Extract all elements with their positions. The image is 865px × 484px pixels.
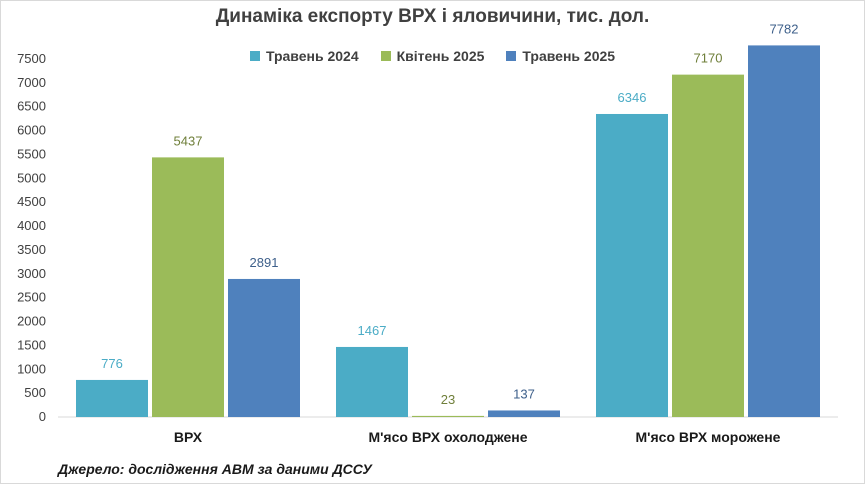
legend-label-april-2025: Квітень 2025 (396, 48, 485, 64)
y-tick-label: 1500 (17, 337, 46, 352)
legend-swatch-may-2025 (506, 51, 517, 61)
legend-item-may-2024: Травень 2024 (249, 48, 359, 64)
data-label: 7170 (694, 51, 723, 66)
legend-label-may-2024: Травень 2024 (265, 48, 359, 64)
chart-legend: Травень 2024 Квітень 2025 Травень 2025 (0, 48, 865, 64)
data-label: 7782 (770, 21, 799, 36)
bar (76, 379, 148, 417)
y-tick-label: 3000 (17, 266, 46, 281)
y-tick-label: 2000 (17, 314, 46, 329)
data-label: 5437 (174, 133, 203, 148)
legend-swatch-april-2025 (380, 51, 391, 61)
y-tick-label: 7000 (17, 75, 46, 90)
y-tick-label: 4500 (17, 194, 46, 209)
data-label: 1467 (358, 323, 387, 338)
y-tick-label: 2500 (17, 290, 46, 305)
data-label: 776 (101, 356, 123, 371)
source-note: Джерело: дослідження АВМ за даними ДССУ (58, 461, 372, 477)
bar (488, 410, 560, 417)
bar (672, 74, 744, 417)
y-tick-label: 4000 (17, 218, 46, 233)
bar (228, 278, 300, 417)
y-tick-label: 500 (24, 385, 46, 400)
y-tick-label: 5500 (17, 146, 46, 161)
bar (748, 45, 820, 418)
data-label: 23 (441, 392, 455, 407)
y-tick-label: 0 (39, 409, 46, 424)
y-tick-label: 3500 (17, 242, 46, 257)
bar (596, 113, 668, 417)
bar (152, 157, 224, 418)
bar (412, 415, 484, 417)
legend-label-may-2025: Травень 2025 (522, 48, 616, 64)
data-label: 2891 (250, 255, 279, 270)
x-tick-label: М'ясо ВРХ охолоджене (368, 429, 527, 445)
data-label: 137 (513, 386, 535, 401)
legend-item-april-2025: Квітень 2025 (380, 48, 485, 64)
x-tick-label: ВРХ (174, 429, 203, 445)
data-label: 6346 (618, 90, 647, 105)
y-tick-label: 7500 (17, 51, 46, 66)
y-tick-label: 1000 (17, 361, 46, 376)
legend-swatch-may-2024 (249, 51, 260, 61)
y-tick-label: 6500 (17, 99, 46, 114)
y-tick-label: 5000 (17, 170, 46, 185)
legend-item-may-2025: Травень 2025 (506, 48, 615, 64)
y-tick-label: 6000 (17, 123, 46, 138)
chart-title: Динаміка експорту ВРХ і яловичини, тис. … (215, 6, 650, 27)
x-tick-label: М'ясо ВРХ морожене (636, 429, 781, 445)
bar (336, 346, 408, 417)
